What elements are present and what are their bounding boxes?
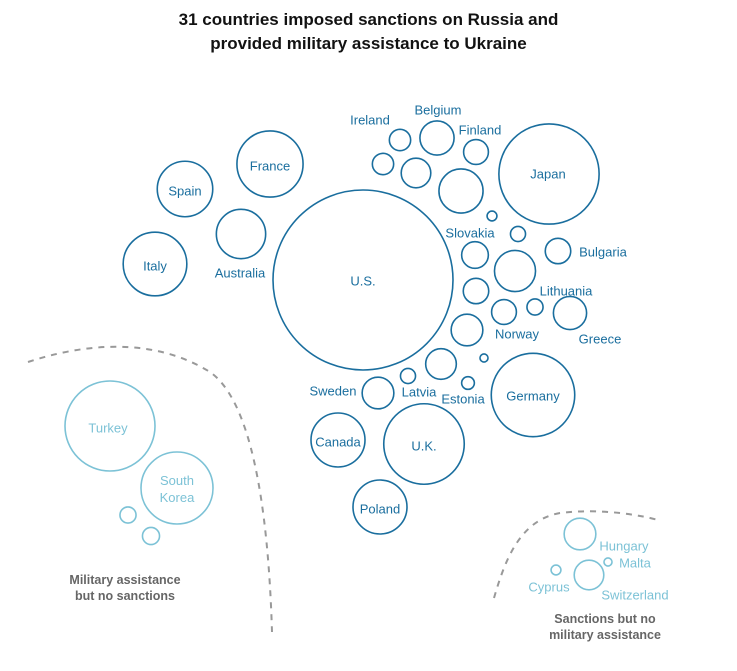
label-italy: Italy [143, 259, 167, 274]
bubble-assistance-no-sanctions-4 [141, 526, 161, 546]
group-boundary-1 [27, 345, 273, 633]
label-hungary: Hungary [599, 539, 649, 554]
bubble-sanctions-and-assistance-30 [486, 210, 498, 222]
label-australia: Australia [215, 266, 266, 281]
bubble-estonia [460, 375, 476, 391]
bubble-sanctions-and-assistance-27 [462, 277, 490, 305]
label-spain: Spain [168, 184, 201, 199]
label-finland: Finland [459, 123, 502, 138]
label-estonia: Estonia [441, 392, 485, 407]
label-sweden: Sweden [310, 384, 357, 399]
bubble-sweden [361, 376, 395, 410]
label-france: France [250, 159, 290, 174]
bubble-sanctions-and-assistance-29 [424, 347, 458, 381]
bubble-assistance-no-sanctions-3 [119, 506, 137, 524]
bubble-south-korea [140, 451, 214, 525]
bubble-poland [352, 479, 408, 535]
title-line-2: provided military assistance to Ukraine [210, 34, 527, 53]
label-u-s: U.S. [350, 274, 375, 289]
bubble-sanctions-and-assistance-23 [371, 152, 395, 176]
bubble-lithuania [526, 298, 544, 316]
label-cyprus: Cyprus [528, 580, 570, 595]
label-canada: Canada [315, 435, 361, 450]
label-south-korea-1: South [160, 473, 194, 488]
chart-title: 31 countries imposed sanctions on Russia… [0, 8, 737, 56]
bubble-norway [490, 298, 518, 326]
label-slovakia: Slovakia [445, 226, 495, 241]
label-switzerland: Switzerland [601, 588, 668, 603]
bubble-bulgaria [544, 237, 572, 265]
group-label-assistance-no-sanctions-2: but no sanctions [75, 589, 175, 603]
label-belgium: Belgium [415, 103, 462, 118]
bubble-sanctions-and-assistance-28 [450, 313, 484, 347]
label-japan: Japan [530, 167, 565, 182]
label-germany: Germany [506, 389, 560, 404]
label-south-korea-2: Korea [160, 490, 195, 505]
bubble-australia [215, 208, 267, 260]
bubble-spain [156, 160, 214, 218]
title-line-1: 31 countries imposed sanctions on Russia… [178, 10, 559, 29]
bubble-canada [310, 412, 366, 468]
label-malta: Malta [619, 556, 652, 571]
bubble-ireland [388, 128, 412, 152]
label-bulgaria: Bulgaria [579, 245, 627, 260]
label-norway: Norway [495, 327, 540, 342]
bubble-u-k [382, 402, 466, 486]
bubble-sanctions-and-assistance-22 [438, 168, 484, 214]
label-greece: Greece [579, 332, 622, 347]
group-boundary-2 [493, 510, 659, 599]
bubble-switzerland [573, 559, 605, 591]
bubble-finland [462, 138, 490, 166]
bubble-belgium [419, 120, 455, 156]
bubble-u-s [272, 189, 454, 371]
bubble-france [236, 130, 304, 198]
label-ireland: Ireland [350, 113, 390, 128]
bubble-sanctions-and-assistance-25 [493, 249, 537, 293]
label-poland: Poland [360, 502, 400, 517]
bubble-sanctions-and-assistance-24 [400, 157, 432, 189]
bubble-turkey [64, 380, 156, 472]
label-latvia: Latvia [402, 385, 437, 400]
label-lithuania: Lithuania [540, 284, 594, 299]
bubble-italy [122, 231, 188, 297]
bubble-sanctions-and-assistance-26 [460, 240, 490, 270]
bubble-greece [552, 295, 588, 331]
bubble-cyprus [550, 564, 562, 576]
label-u-k: U.K. [411, 439, 436, 454]
label-turkey: Turkey [88, 421, 128, 436]
bubble-sanctions-and-assistance-31 [479, 353, 489, 363]
bubble-hungary [563, 517, 597, 551]
bubble-malta [603, 557, 613, 567]
bubble-slovakia [509, 225, 527, 243]
bubble-latvia [399, 367, 417, 385]
group-label-sanctions-no-assistance-2: military assistance [549, 628, 661, 642]
bubble-germany [490, 352, 576, 438]
group-label-sanctions-no-assistance-1: Sanctions but no [554, 612, 656, 626]
bubble-japan [498, 123, 600, 225]
group-label-assistance-no-sanctions-1: Military assistance [69, 573, 180, 587]
